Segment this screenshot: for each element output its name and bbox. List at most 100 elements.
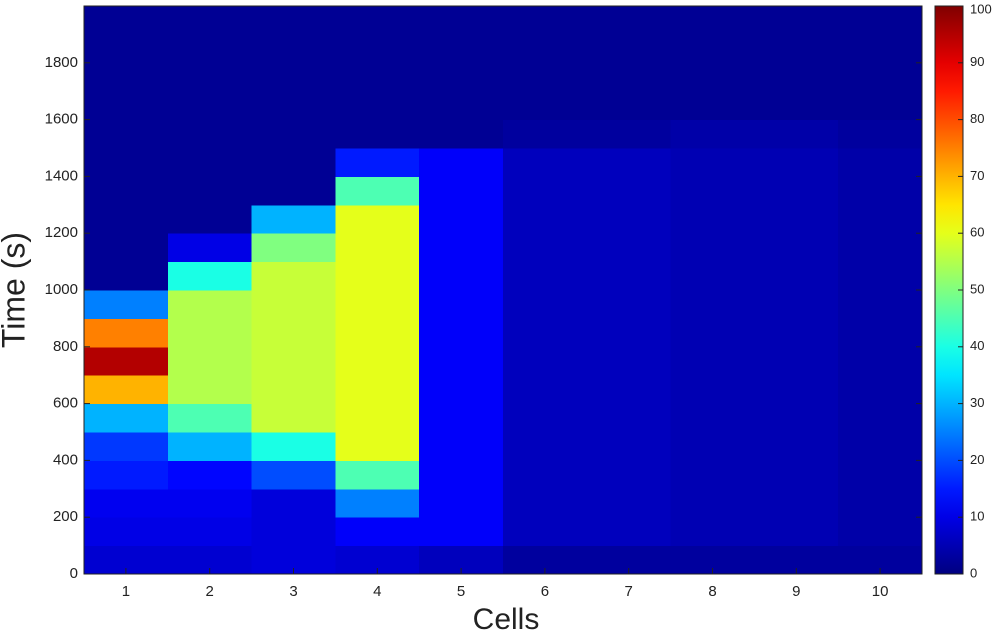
heatmap-cell: [84, 91, 169, 121]
heatmap-cell: [838, 290, 923, 319]
heatmap-cell: [419, 204, 504, 234]
heatmap-cell: [670, 34, 755, 64]
heatmap-cell: [754, 148, 839, 177]
heatmap-cell: [838, 176, 923, 206]
heatmap-cell: [335, 403, 420, 433]
heatmap-cell: [838, 261, 923, 291]
heatmap-cell: [84, 6, 169, 35]
heatmap-cell: [419, 488, 504, 518]
y-tick-label: 400: [53, 451, 78, 468]
heatmap-cell: [754, 460, 839, 490]
heatmap-cell: [84, 403, 169, 433]
x-tick-label: 6: [541, 583, 549, 600]
heatmap-cell: [838, 62, 923, 92]
heatmap-cell: [586, 233, 672, 263]
heatmap-cell: [335, 346, 420, 376]
x-tick-label: 7: [625, 583, 633, 600]
heatmap-cell: [670, 204, 755, 234]
heatmap-cell: [754, 290, 839, 319]
heatmap-cell: [586, 62, 672, 92]
heatmap-cell: [251, 34, 336, 64]
heatmap-cell: [754, 346, 839, 376]
heatmap-cell: [84, 375, 169, 405]
heatmap-cell: [754, 91, 839, 121]
heatmap-cell: [503, 403, 588, 433]
heatmap-cell: [754, 34, 839, 64]
heatmap-cell: [251, 290, 336, 319]
heatmap-cell: [335, 261, 420, 291]
heatmap-cell: [670, 148, 755, 177]
heatmap-cell: [84, 517, 169, 547]
colorbar-tick-label: 20: [970, 452, 984, 467]
heatmap-cell: [586, 148, 672, 177]
heatmap-cell: [754, 119, 839, 149]
heatmap-cell: [754, 6, 839, 35]
heatmap-cell: [503, 261, 588, 291]
heatmap-cell: [335, 488, 420, 518]
heatmap-cell: [586, 204, 672, 234]
heatmap-cell: [419, 176, 504, 206]
heatmap-cell: [335, 204, 420, 234]
heatmap-cell: [419, 517, 504, 547]
heatmap-cell: [167, 432, 253, 461]
x-tick-label: 9: [792, 583, 800, 600]
heatmap-cell: [503, 346, 588, 376]
colorbar-tick-label: 10: [970, 509, 984, 524]
heatmap-cell: [586, 346, 672, 376]
colorbar-tick-label: 70: [970, 168, 984, 183]
heatmap-cell: [167, 517, 253, 547]
heatmap-cell: [754, 62, 839, 92]
heatmap-cell: [586, 119, 672, 149]
heatmap-cell: [586, 318, 672, 348]
heatmap-cell: [670, 318, 755, 348]
heatmap-cell: [167, 403, 253, 433]
y-tick-label: 1200: [45, 224, 78, 241]
heatmap-cell: [84, 34, 169, 64]
heatmap-cell: [335, 62, 420, 92]
heatmap-cell: [84, 204, 169, 234]
heatmap-cell: [586, 375, 672, 405]
y-tick-label: 1800: [45, 54, 78, 71]
colorbar-tick-label: 40: [970, 338, 984, 353]
heatmap-cell: [167, 460, 253, 490]
heatmap-cell: [754, 261, 839, 291]
y-tick-label: 1000: [45, 281, 78, 298]
heatmap-cell: [167, 119, 253, 149]
heatmap-cell: [84, 62, 169, 92]
heatmap-cell: [503, 204, 588, 234]
heatmap-cell: [167, 488, 253, 518]
heatmap-cell: [754, 375, 839, 405]
heatmap-cell: [167, 346, 253, 376]
heatmap-cell: [335, 34, 420, 64]
heatmap-cell: [670, 176, 755, 206]
heatmap-cell: [670, 403, 755, 433]
heatmap-cell: [251, 318, 336, 348]
heatmap-cell: [251, 176, 336, 206]
heatmap-cell: [670, 233, 755, 263]
heatmap-cell: [754, 176, 839, 206]
y-axis-label: Time (s): [0, 232, 31, 348]
heatmap-cell: [251, 346, 336, 376]
heatmap-cell: [754, 488, 839, 518]
heatmap-cell: [335, 432, 420, 461]
heatmap-cell: [503, 91, 588, 121]
heatmap-cell: [251, 460, 336, 490]
y-tick-label: 1600: [45, 111, 78, 128]
heatmap-cell: [586, 176, 672, 206]
heatmap-cell: [335, 375, 420, 405]
heatmap-cell: [586, 34, 672, 64]
heatmap-cell: [84, 148, 169, 177]
heatmap-cell: [84, 318, 169, 348]
heatmap-cell: [419, 403, 504, 433]
x-tick-label: 10: [872, 583, 889, 600]
heatmap-cell: [670, 261, 755, 291]
heatmap-cell: [167, 261, 253, 291]
heatmap-cell: [419, 346, 504, 376]
heatmap-cell: [251, 403, 336, 433]
y-tick-label: 200: [53, 508, 78, 525]
x-tick-label: 8: [708, 583, 716, 600]
heatmap-cell: [84, 176, 169, 206]
heatmap-cell: [586, 460, 672, 490]
heatmap-cell: [670, 6, 755, 35]
heatmap-cell: [167, 62, 253, 92]
